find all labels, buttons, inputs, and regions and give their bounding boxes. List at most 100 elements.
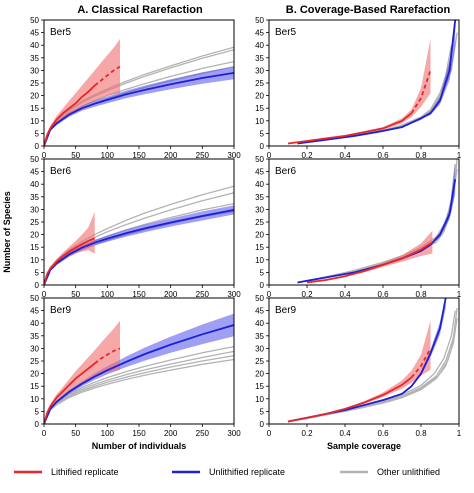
x-tick-label: 0.4 bbox=[339, 290, 351, 299]
x-tick-label: 250 bbox=[196, 151, 210, 160]
y-tick-label: 20 bbox=[255, 231, 264, 240]
unlithified-curve bbox=[44, 72, 234, 146]
lithified-ci-band bbox=[307, 230, 433, 283]
y-tick-label: 35 bbox=[255, 193, 264, 202]
y-tick-label: 25 bbox=[255, 218, 264, 227]
y-tick-label: 40 bbox=[30, 180, 39, 189]
plot-marks bbox=[44, 185, 234, 285]
x-tick-label: 0.2 bbox=[301, 429, 313, 438]
x-tick-label: 300 bbox=[227, 290, 241, 299]
y-tick-label: 50 bbox=[255, 16, 264, 25]
panel-label: Ber6 bbox=[275, 166, 297, 177]
y-tick-label: 30 bbox=[30, 344, 39, 353]
y-tick-label: 5 bbox=[260, 129, 265, 138]
x-tick-label: 50 bbox=[71, 290, 80, 299]
y-tick-label: 45 bbox=[30, 168, 39, 177]
y-tick-label: 5 bbox=[260, 268, 265, 277]
panel-ber6-coverage: Ber6 0 5 10 15 20 25 30 35 40 45 50 0 0.2 0.4 0.6 0.8 1 bbox=[255, 155, 462, 299]
y-tick-label: 0 bbox=[35, 281, 40, 290]
panel-label: Ber5 bbox=[50, 27, 72, 38]
lithified-ci-band bbox=[44, 320, 120, 424]
x-tick-label: 0.6 bbox=[377, 429, 389, 438]
panel-label: Ber9 bbox=[50, 305, 72, 316]
lithified-extrapolation bbox=[410, 70, 432, 114]
x-tick-label: 150 bbox=[132, 290, 146, 299]
x-tick-label: 50 bbox=[71, 151, 80, 160]
other-unlithified-curve bbox=[297, 24, 456, 145]
x-tick-label: 100 bbox=[101, 429, 115, 438]
y-tick-label: 5 bbox=[35, 407, 40, 416]
lithified-extrapolation bbox=[410, 347, 432, 378]
y-tick-label: 5 bbox=[35, 129, 40, 138]
y-tick-label: 50 bbox=[30, 16, 39, 25]
y-tick-label: 30 bbox=[255, 205, 264, 214]
y-tick-label: 20 bbox=[30, 370, 39, 379]
y-tick-label: 15 bbox=[30, 382, 39, 391]
x-tick-label: 200 bbox=[164, 290, 178, 299]
y-tick-label: 45 bbox=[255, 29, 264, 38]
unlithified-curve bbox=[297, 20, 457, 145]
y-tick-label: 40 bbox=[30, 319, 39, 328]
lithified-curve bbox=[287, 112, 413, 145]
x-axis-label: Sample coverage bbox=[327, 441, 401, 451]
panel-frame bbox=[43, 158, 235, 286]
x-tick-label: 200 bbox=[164, 151, 178, 160]
legend-label-lithified: Lithified replicate bbox=[51, 467, 119, 477]
y-tick-label: 15 bbox=[30, 243, 39, 252]
panel-ber6-classical: Ber6 0 5 10 15 20 25 30 35 40 45 50 0 50 100 150 200 250 3… bbox=[30, 155, 241, 299]
y-tick-label: 0 bbox=[260, 420, 265, 429]
x-tick-label: 250 bbox=[196, 290, 210, 299]
panel-label: Ber5 bbox=[275, 27, 297, 38]
y-tick-label: 35 bbox=[30, 193, 39, 202]
y-tick-label: 5 bbox=[35, 268, 40, 277]
y-tick-label: 50 bbox=[30, 294, 39, 303]
legend-label-unlithified: Unlithified replicate bbox=[209, 467, 285, 477]
x-tick-label: 100 bbox=[101, 290, 115, 299]
panel-ber5-classical: Ber5 0 5 10 15 20 25 30 35 40 45 50 0 50 100 150 200 250 3… bbox=[30, 16, 241, 160]
plot-marks bbox=[44, 38, 234, 146]
y-tick-label: 40 bbox=[255, 180, 264, 189]
lithified-extrapolation bbox=[94, 347, 121, 365]
x-tick-label: 0.2 bbox=[301, 290, 313, 299]
panel-ber9-coverage: Ber9 0 5 10 15 20 25 30 35 40 45 50 0 0.2 0.4 0.6 0.8 1 Sa… bbox=[255, 294, 462, 451]
y-tick-label: 30 bbox=[255, 344, 264, 353]
x-tick-label: 0.8 bbox=[415, 151, 427, 160]
y-tick-label: 20 bbox=[30, 92, 39, 101]
y-tick-label: 35 bbox=[30, 332, 39, 341]
other-unlithified-curve bbox=[44, 185, 234, 285]
lithified-ci-band bbox=[288, 38, 431, 144]
panel-title-coverage: B. Coverage-Based Rarefaction bbox=[286, 4, 451, 16]
plot-marks bbox=[287, 20, 458, 145]
x-tick-label: 50 bbox=[71, 429, 80, 438]
y-tick-label: 25 bbox=[255, 357, 264, 366]
y-tick-label: 10 bbox=[255, 395, 264, 404]
lithified-curve bbox=[44, 237, 96, 285]
lithified-curve bbox=[306, 241, 433, 284]
y-tick-label: 50 bbox=[30, 155, 39, 164]
x-tick-label: 0.4 bbox=[339, 151, 351, 160]
x-tick-label: 0 bbox=[42, 429, 47, 438]
y-tick-label: 35 bbox=[30, 54, 39, 63]
other-unlithified-curve bbox=[297, 163, 456, 284]
x-tick-label: 300 bbox=[227, 429, 241, 438]
y-tick-label: 25 bbox=[255, 79, 264, 88]
panel-title-classical: A. Classical Rarefaction bbox=[77, 4, 203, 16]
lithified-curve bbox=[287, 376, 413, 423]
y-tick-label: 20 bbox=[30, 231, 39, 240]
y-tick-label: 45 bbox=[255, 307, 264, 316]
other-unlithified-curve bbox=[44, 358, 234, 424]
y-tick-label: 30 bbox=[30, 205, 39, 214]
unlithified-ci-band bbox=[44, 66, 234, 146]
y-tick-label: 45 bbox=[30, 307, 39, 316]
x-tick-label: 200 bbox=[164, 429, 178, 438]
other-unlithified-curve bbox=[44, 355, 234, 424]
y-tick-label: 40 bbox=[255, 319, 264, 328]
plot-marks bbox=[287, 298, 458, 423]
y-tick-label: 25 bbox=[30, 357, 39, 366]
y-tick-label: 10 bbox=[255, 117, 264, 126]
y-tick-label: 0 bbox=[260, 142, 265, 151]
lithified-ci-band bbox=[44, 211, 95, 285]
x-axis-label: Number of individuals bbox=[92, 441, 187, 451]
